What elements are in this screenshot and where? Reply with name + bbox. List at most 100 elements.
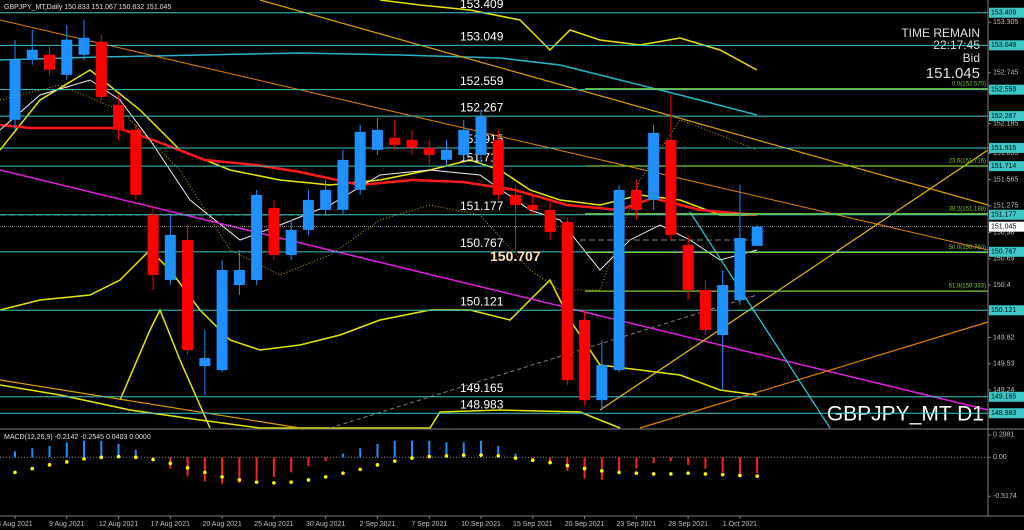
signal-dot (151, 457, 155, 462)
level-label: 152.267 (460, 100, 504, 114)
x-tick-label: 17 Aug 2021 (151, 521, 190, 528)
level-label: 150.121 (460, 294, 504, 308)
level-axis-box (989, 305, 1024, 316)
level-label: 150.767 (460, 236, 504, 250)
macd-bar (238, 457, 241, 483)
macd-bar (462, 442, 465, 458)
signal-dot (738, 473, 742, 478)
candle-body (354, 131, 366, 190)
signal-dot (47, 463, 52, 467)
macd-bar (600, 457, 603, 480)
macd-bar (65, 442, 68, 458)
signal-dot (720, 472, 725, 477)
y-tick-label: 150.69 (993, 256, 1015, 263)
candle-body (251, 194, 263, 280)
candle-body (458, 129, 470, 155)
signal-dot (358, 467, 363, 472)
macd-bar (255, 457, 258, 480)
signal-dot (375, 463, 380, 467)
y-tick-label: -0.5174 (993, 493, 1017, 500)
macd-bar (480, 440, 483, 458)
level-axis-label: 151.915 (991, 145, 1016, 152)
bid-label: Bid (963, 51, 980, 65)
candle-body (61, 39, 73, 75)
bollinger-outer (379, 0, 758, 71)
macd-bar (359, 448, 362, 458)
level-axis-label: 151.714 (991, 163, 1016, 170)
x-tick-label: 23 Sep 2021 (617, 521, 657, 528)
level-label: 151.714 (460, 150, 504, 164)
signal-dot (116, 454, 121, 459)
candle-body (26, 49, 38, 60)
candle-body (527, 204, 539, 210)
level-axis-box (989, 408, 1024, 419)
y-tick-label: 0.00 (993, 454, 1007, 461)
y-tick-label: 152.185 (993, 120, 1018, 127)
signal-dot (134, 455, 138, 460)
signal-dot (651, 472, 656, 476)
macd-bar (221, 457, 224, 484)
candle-body (233, 270, 245, 286)
candle-body (596, 365, 608, 401)
level-label: 151.177 (460, 199, 504, 213)
candle-body (561, 221, 573, 381)
candle-body (441, 149, 452, 160)
signal-dot (341, 471, 345, 475)
symbol-label: GBPJPY_MT D1 (827, 403, 984, 426)
level-label: 152.559 (460, 74, 504, 88)
signal-dot (254, 480, 259, 484)
fib-label: 50.0(150.760) (949, 245, 986, 251)
macd-bar (635, 457, 638, 469)
level-axis-box (989, 84, 1024, 95)
level-axis-box (989, 161, 1024, 172)
macd-bar (324, 457, 327, 462)
signal-dot (272, 481, 276, 485)
macd-bar (669, 457, 672, 462)
candle-body (682, 244, 694, 291)
level-axis-label: 150.121 (991, 307, 1016, 314)
x-tick-label: 20 Aug 2021 (202, 521, 241, 528)
level-axis-label: 152.267 (991, 113, 1016, 120)
macd-bar (756, 457, 759, 474)
key-level-label: 150.707 (490, 248, 541, 264)
level-axis-label: 150.767 (991, 249, 1016, 256)
macd-bar (393, 440, 396, 458)
x-tick-label: 15 Sep 2021 (513, 521, 553, 528)
signal-dot (479, 453, 483, 457)
trendline-orange (639, 321, 989, 429)
candle-body (182, 239, 194, 351)
candle-body (699, 290, 711, 331)
signal-dot (461, 453, 466, 457)
candle-body (9, 59, 21, 120)
signal-dot (64, 460, 69, 464)
candle-body (734, 237, 746, 301)
bid-axis-box (989, 221, 1024, 232)
signal-dot (289, 480, 293, 484)
level-label: 153.409 (460, 0, 504, 11)
candle-body (199, 358, 211, 367)
x-tick-label: 2 Sep 2021 (360, 521, 396, 528)
signal-dot (220, 475, 224, 479)
x-tick-label: 1 Oct 2021 (723, 521, 757, 528)
signal-dot (168, 461, 173, 466)
level-axis-box (989, 142, 1024, 153)
candle-body (648, 132, 660, 200)
trendline-magenta (0, 169, 989, 411)
signal-dot (30, 466, 35, 471)
time-remain-label: TIME REMAIN (901, 26, 980, 40)
candle-body (78, 37, 90, 55)
signal-dot (600, 469, 604, 473)
macd-bar (514, 453, 517, 458)
macd-bar (117, 443, 120, 458)
candle-body (579, 320, 591, 401)
level-axis-box (989, 40, 1024, 51)
signal-dot (565, 463, 570, 468)
candle-body (302, 199, 314, 230)
candle-body (113, 104, 125, 130)
x-tick-label: 30 Aug 2021 (306, 521, 345, 528)
candle-body (371, 129, 383, 150)
macd-bar (428, 440, 431, 458)
signal-dot (410, 456, 414, 460)
x-tick-label: 4 Aug 2021 (0, 521, 33, 528)
